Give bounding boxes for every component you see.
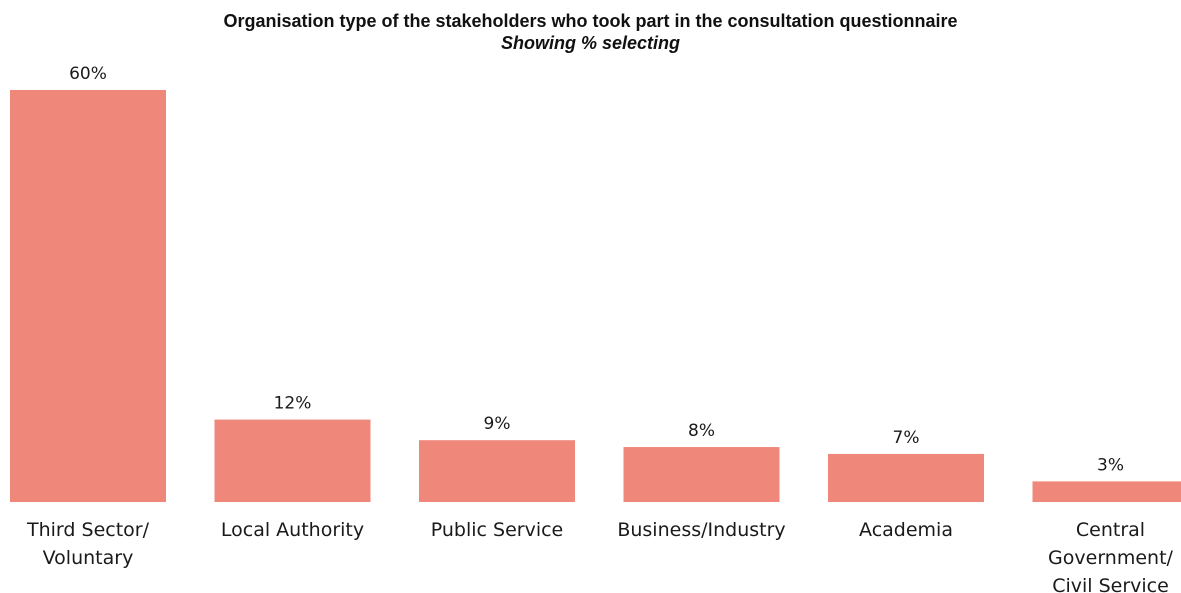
category-label-2: Public Service [431, 519, 564, 541]
category-label-line: Government/ [1048, 547, 1173, 569]
value-label-2: 9% [484, 414, 511, 434]
category-label-line: Local Authority [221, 519, 364, 541]
bar-1 [214, 419, 371, 502]
bar-3 [623, 447, 780, 502]
chart-header: Organisation type of the stakeholders wh… [0, 10, 1181, 54]
bar-0 [10, 90, 166, 502]
value-label-1: 12% [274, 394, 312, 414]
category-label-line: Academia [859, 519, 953, 541]
category-labels-layer: Third Sector/Voluntary Local Authority Pub… [26, 519, 1174, 593]
value-label-0: 60% [69, 64, 107, 84]
bar-2 [419, 440, 575, 502]
category-label-4: Academia [859, 519, 953, 541]
category-label-5: Central Government/Civil Service [1048, 519, 1173, 593]
category-label-3: Business/Industry [617, 519, 785, 541]
category-label-line: Public Service [431, 519, 564, 541]
value-labels-layer: 60% 12% 9% 8% 7% 3% [69, 64, 1124, 475]
value-label-5: 3% [1097, 455, 1124, 475]
bar-5 [1032, 481, 1181, 502]
chart-title: Organisation type of the stakeholders wh… [223, 11, 958, 31]
category-label-line: Civil Service [1052, 575, 1169, 593]
category-label-line: Third Sector/ [26, 519, 150, 541]
category-label-line: Central [1076, 519, 1145, 541]
category-label-line: Business/Industry [617, 519, 785, 541]
category-label-0: Third Sector/Voluntary [26, 519, 150, 569]
category-label-line: Voluntary [43, 547, 134, 569]
category-label-1: Local Authority [221, 519, 364, 541]
value-label-3: 8% [688, 421, 715, 441]
chart-subtitle: Showing % selecting [500, 33, 681, 53]
bars-layer [10, 90, 1181, 502]
value-label-4: 7% [893, 428, 920, 448]
bar-4 [828, 453, 984, 502]
